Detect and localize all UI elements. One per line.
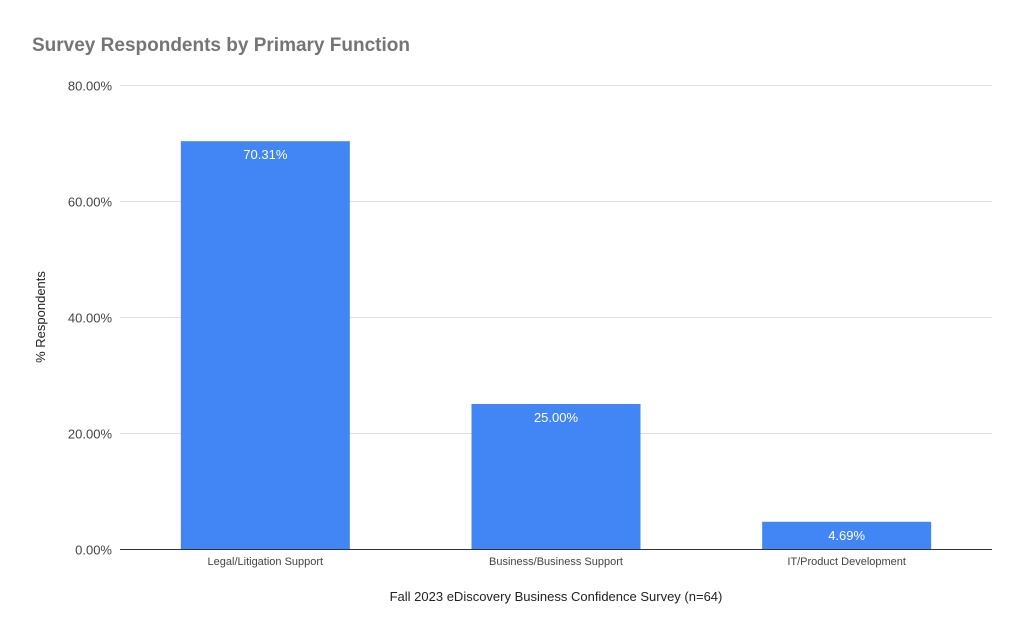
bar-data-label: 4.69%: [828, 528, 865, 543]
bar: [762, 521, 932, 549]
bar-data-label: 70.31%: [243, 147, 288, 162]
y-tick-label: 40.00%: [68, 311, 113, 326]
y-tick-label: 60.00%: [68, 195, 113, 210]
x-axis-categories: Legal/Litigation Support Business/Busines…: [208, 556, 906, 568]
y-tick-label: 0.00%: [75, 543, 112, 558]
y-axis-ticks: 0.00% 20.00% 40.00% 60.00% 80.00%: [68, 79, 113, 558]
bar: [180, 141, 350, 549]
bar-data-label: 25.00%: [534, 410, 579, 425]
x-axis-title: Fall 2023 eDiscovery Business Confidence…: [390, 589, 723, 604]
x-category-label: IT/Product Development: [787, 556, 906, 568]
y-axis-title: % Respondents: [33, 271, 48, 363]
bars: [180, 141, 932, 549]
data-labels: 70.31% 25.00% 4.69%: [243, 147, 865, 543]
y-tick-label: 80.00%: [68, 79, 113, 94]
bar: [471, 404, 641, 549]
chart-title: Survey Respondents by Primary Function: [32, 35, 410, 56]
x-category-label: Legal/Litigation Support: [208, 556, 324, 568]
y-tick-label: 20.00%: [68, 427, 113, 442]
x-category-label: Business/Business Support: [489, 556, 623, 568]
